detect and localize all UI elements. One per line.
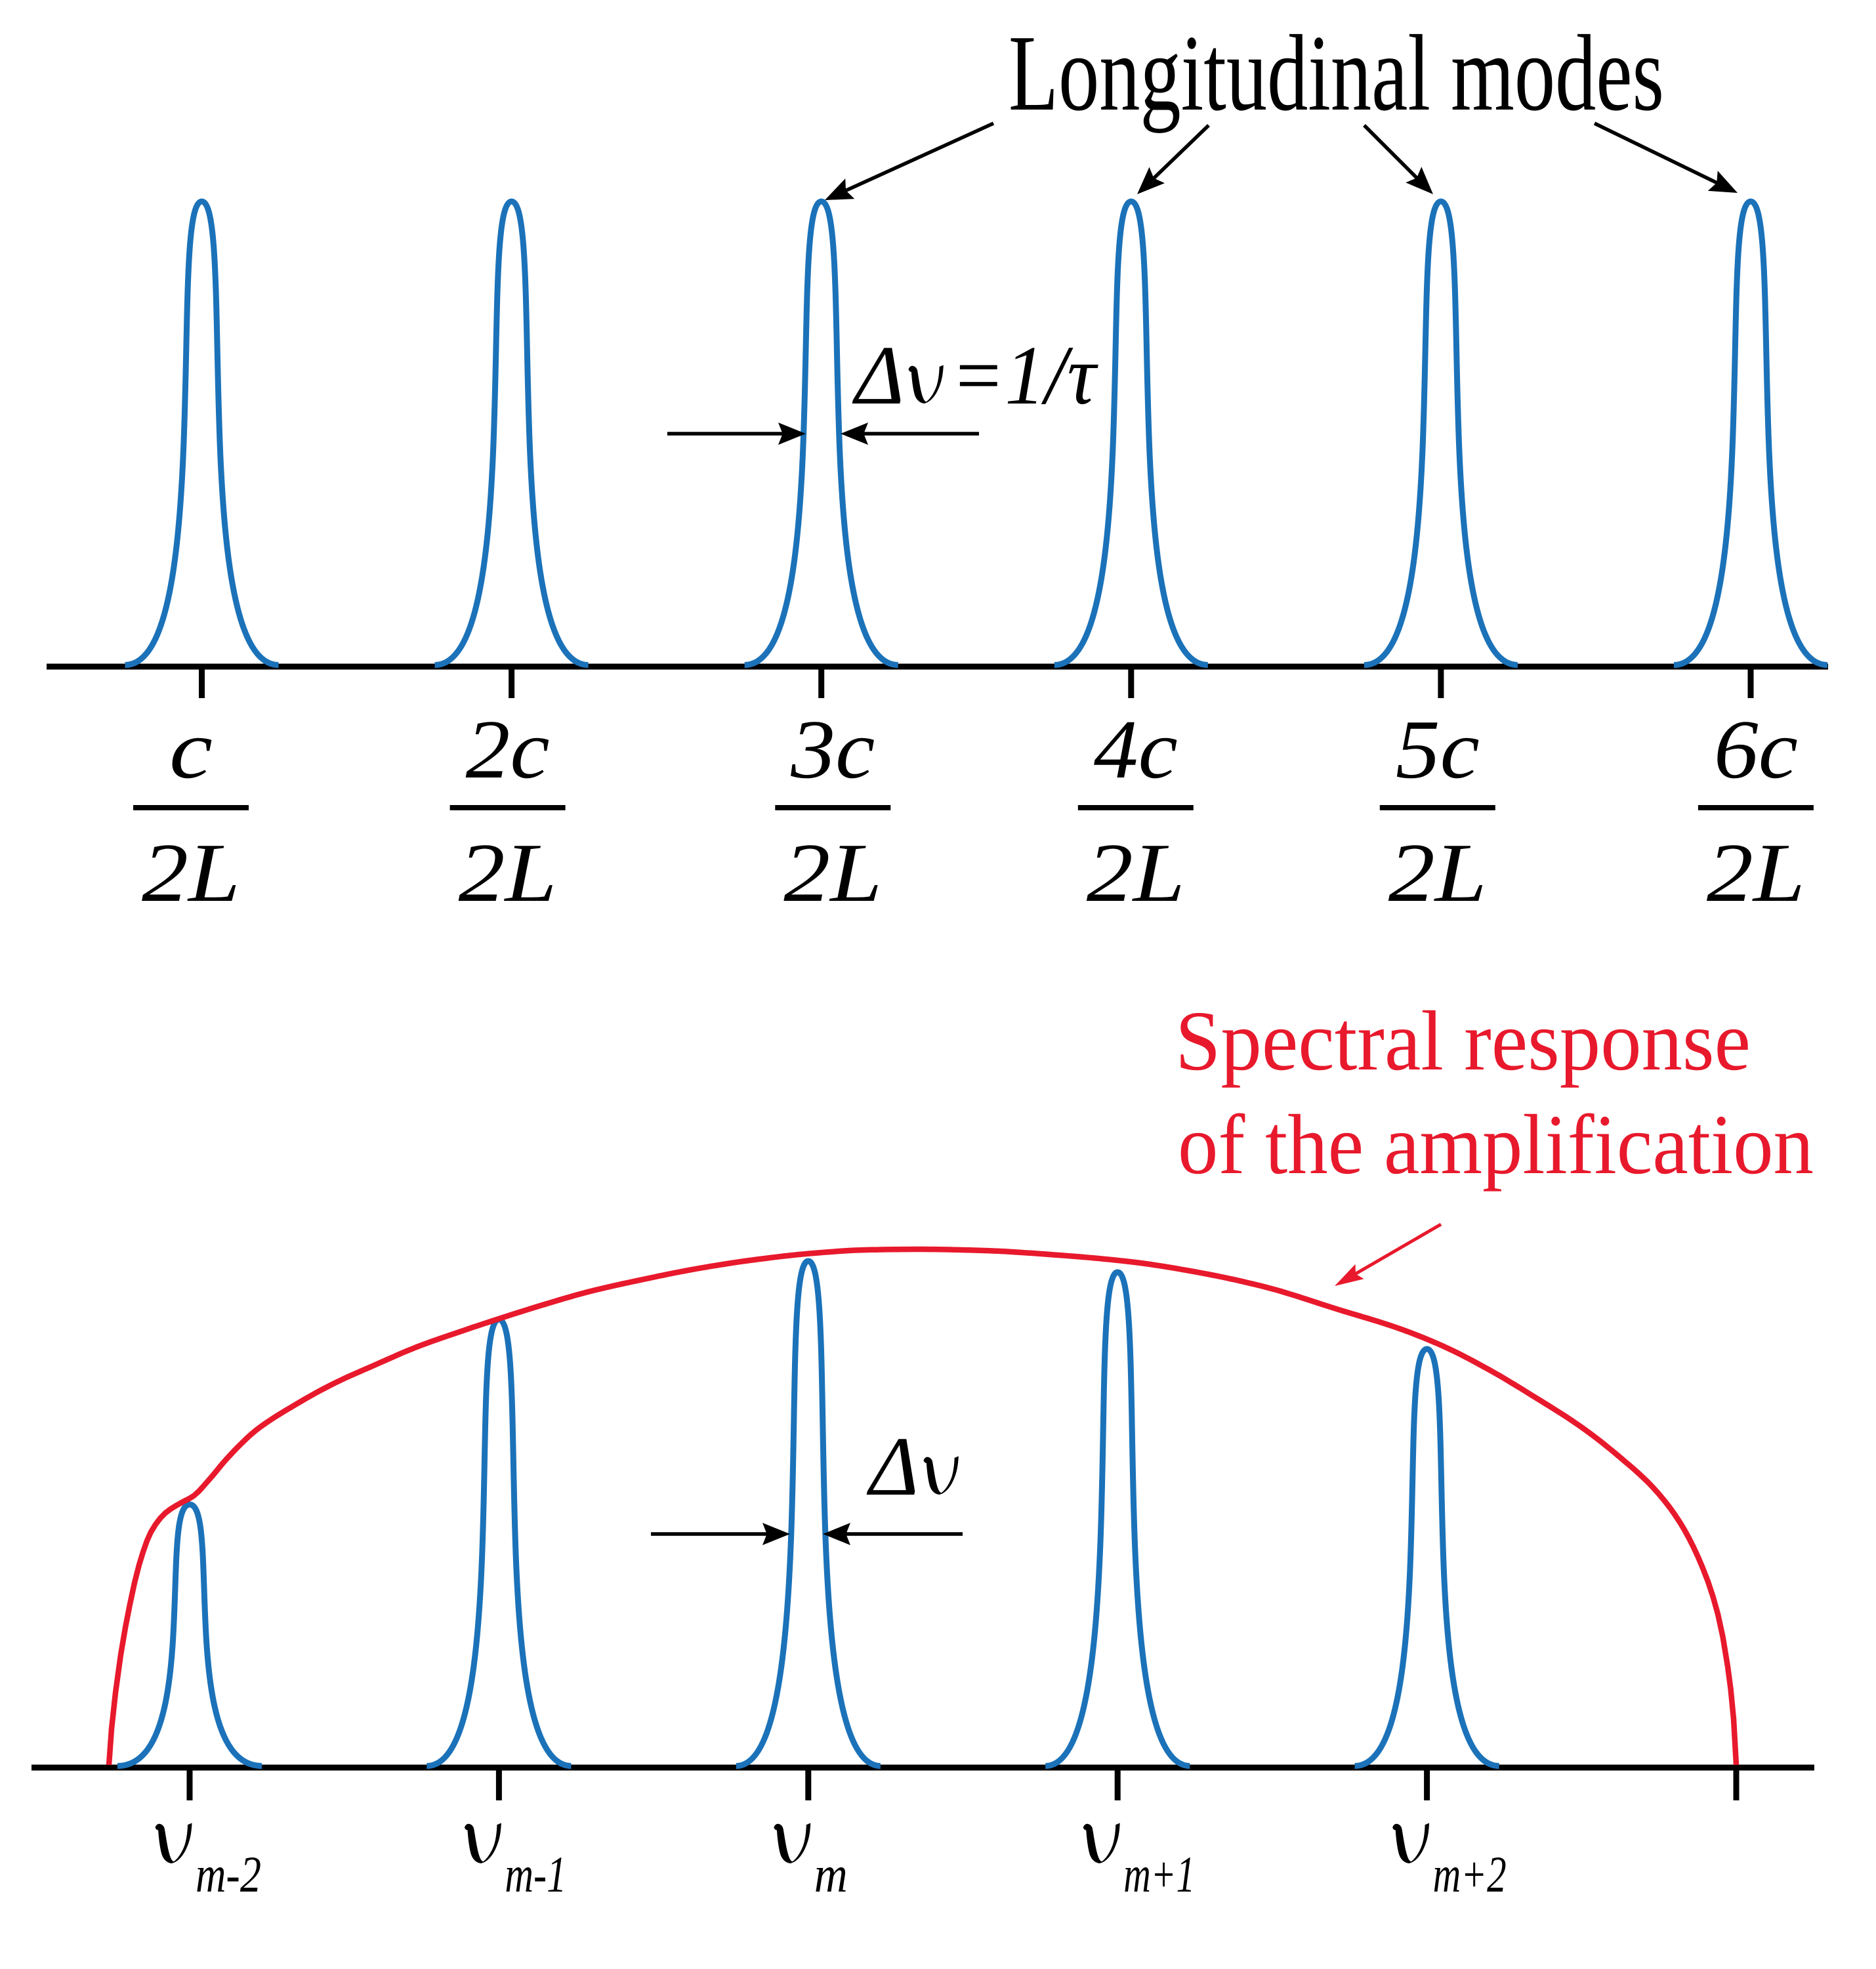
svg-text:2L: 2L [1707, 826, 1805, 919]
svg-text:5c: 5c [1396, 703, 1480, 796]
svg-text:=1/τ: =1/τ [951, 329, 1098, 422]
svg-text:Longitudinal modes: Longitudinal modes [1009, 12, 1664, 133]
svg-text:c: c [169, 703, 213, 796]
svg-text:m-1: m-1 [505, 1846, 566, 1903]
svg-text:m: m [814, 1846, 848, 1903]
svg-text:3c: 3c [790, 703, 875, 796]
svg-text:4c: 4c [1094, 703, 1178, 796]
svg-text:Spectral response: Spectral response [1175, 994, 1751, 1088]
svg-text:2c: 2c [466, 703, 550, 796]
svg-text:m-2: m-2 [196, 1846, 261, 1903]
svg-text:m+1: m+1 [1123, 1846, 1195, 1903]
svg-text:6c: 6c [1714, 703, 1798, 796]
svg-text:Δ: Δ [866, 1420, 919, 1513]
svg-text:m+2: m+2 [1433, 1846, 1507, 1903]
svg-text:of the amplification: of the amplification [1178, 1098, 1814, 1192]
svg-text:Δ: Δ [852, 329, 904, 422]
svg-text:2L: 2L [1388, 826, 1487, 919]
svg-text:2L: 2L [783, 826, 882, 919]
svg-text:2L: 2L [142, 826, 240, 919]
svg-text:2L: 2L [1087, 826, 1185, 919]
svg-text:2L: 2L [459, 826, 557, 919]
